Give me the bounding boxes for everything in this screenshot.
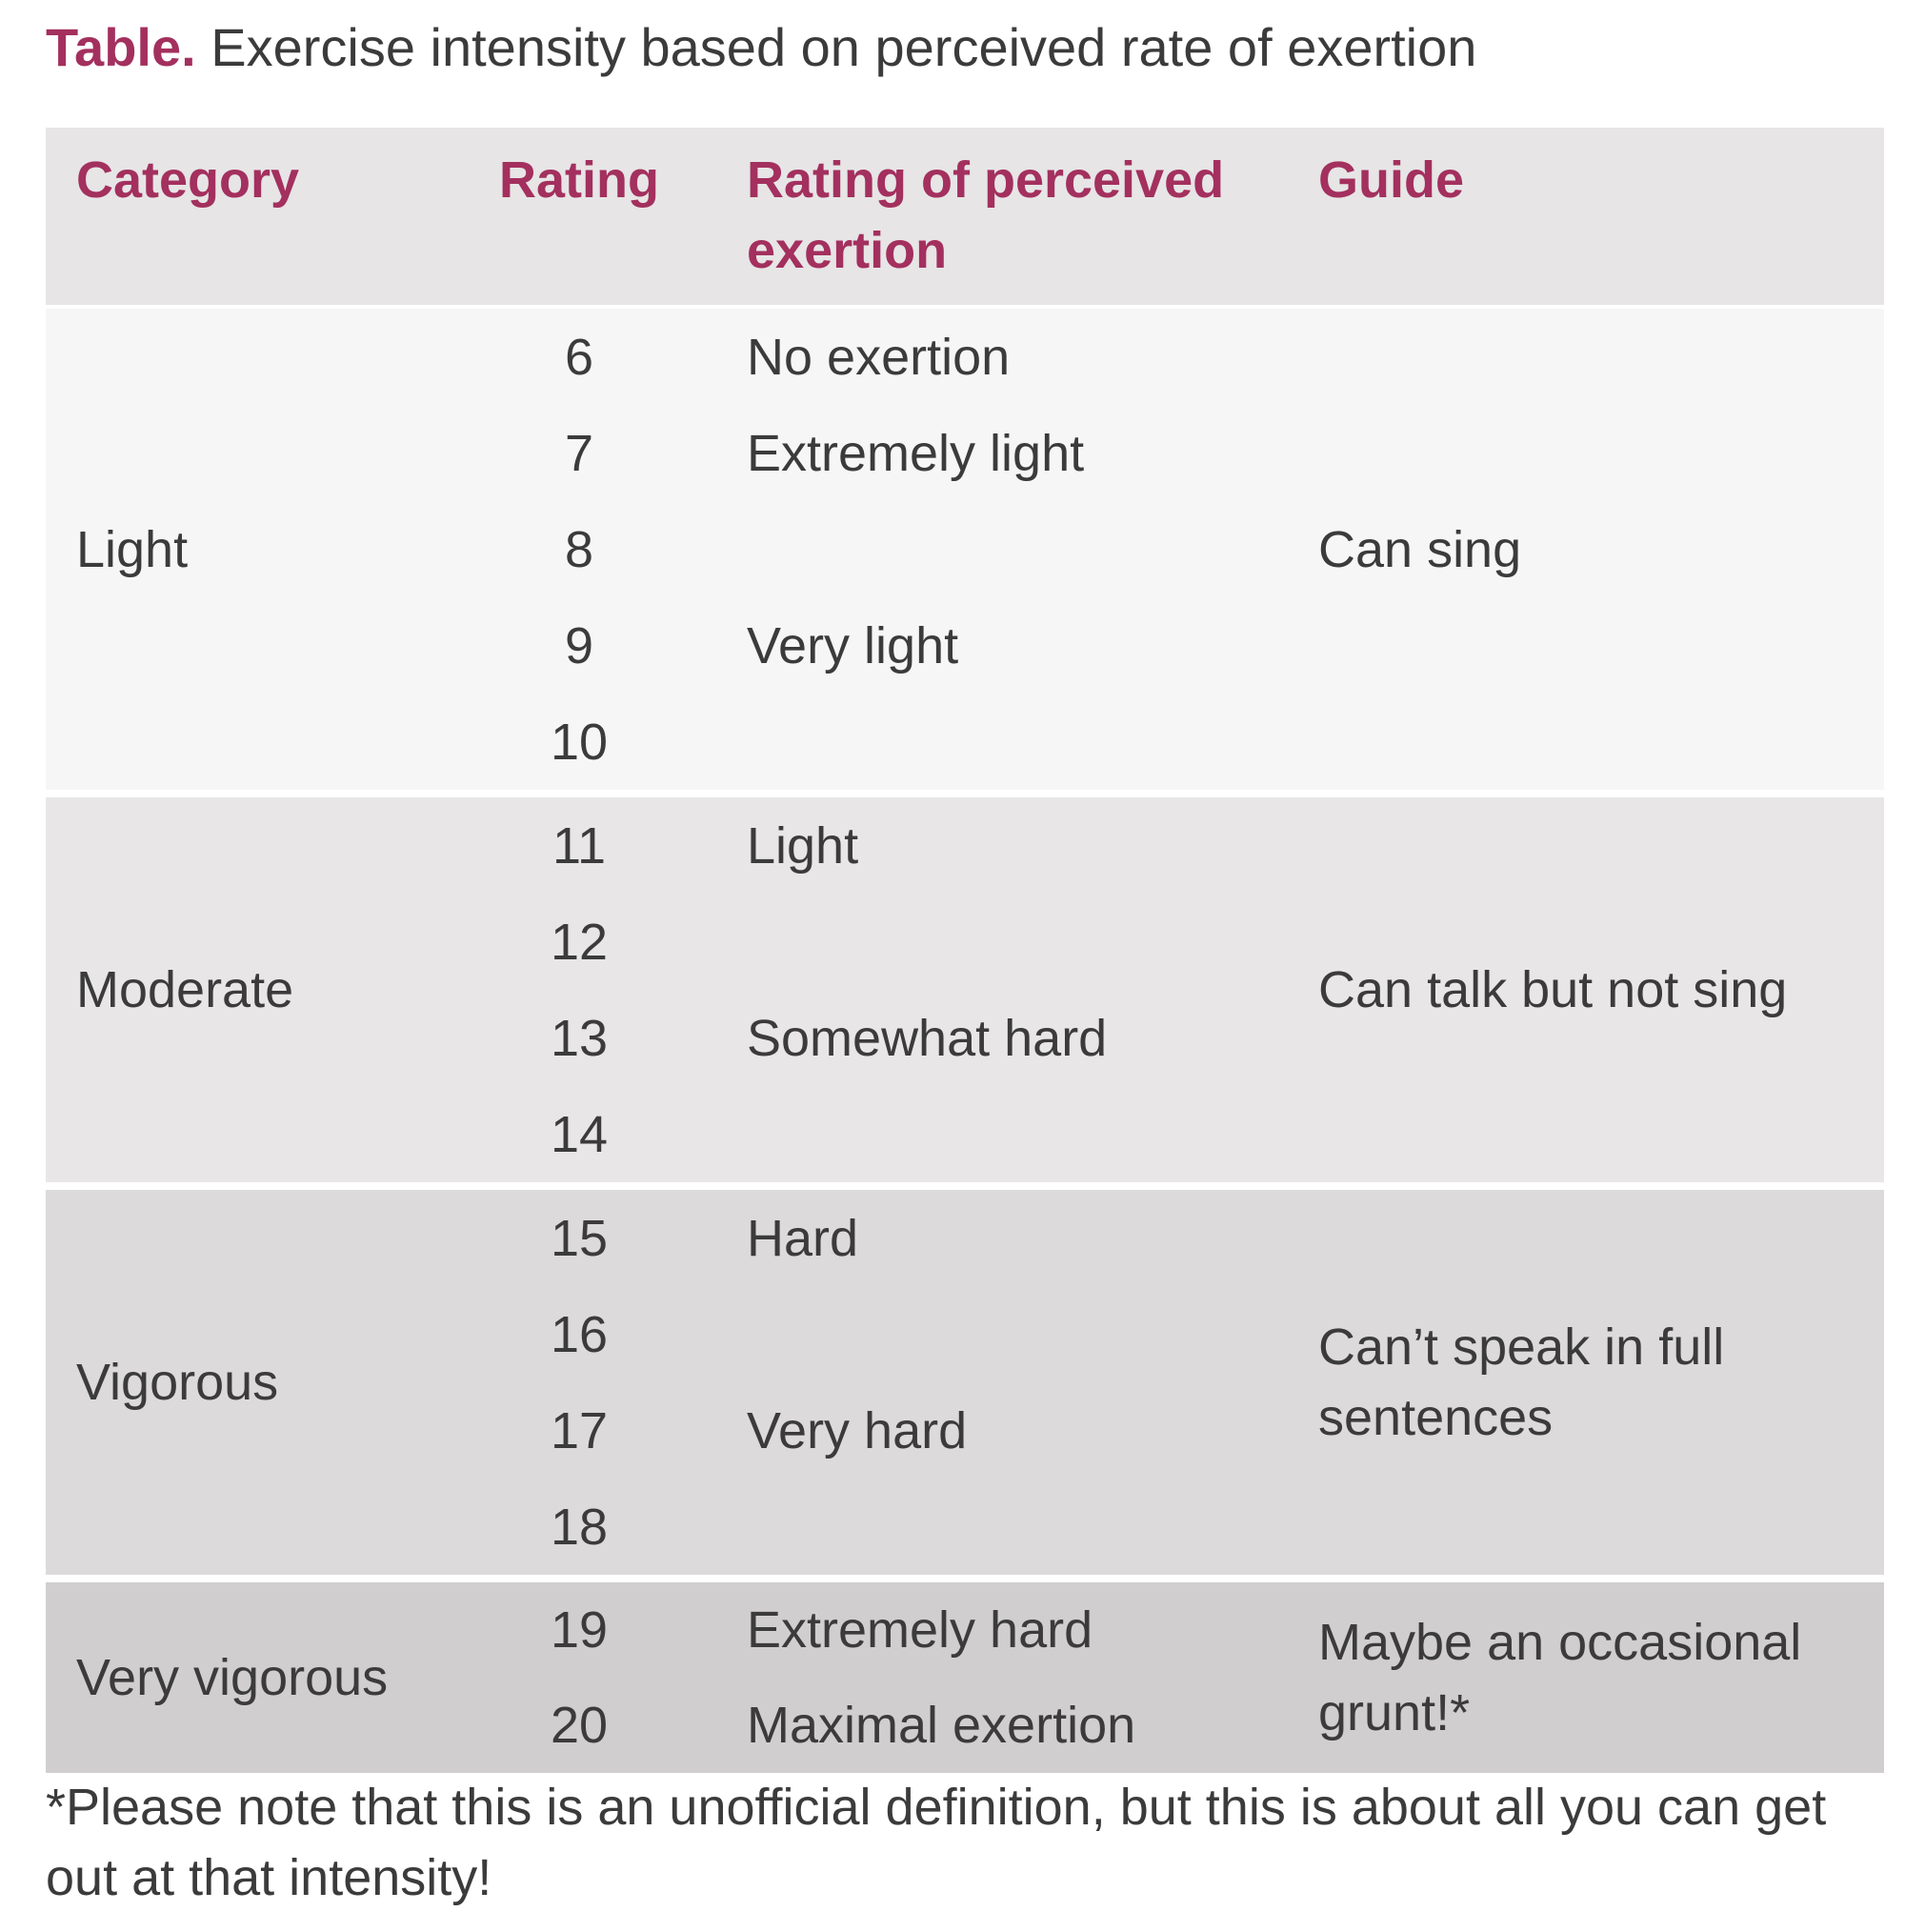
rpe-cell: Extremely hard (747, 1575, 1318, 1678)
table-row: Very vigorous 19 Extremely hard Maybe an… (46, 1575, 1884, 1773)
table-row: Vigorous 15 Hard Can’t speak in full sen… (46, 1182, 1884, 1575)
rpe-cell: Somewhat hard (747, 990, 1318, 1086)
category-cell: Very vigorous (46, 1575, 469, 1773)
rating-cell: 6 (469, 305, 747, 405)
header-rpe: Rating of perceived exertion (747, 128, 1318, 305)
category-cell: Light (46, 305, 469, 790)
rpe-cell: Maximal exertion (747, 1678, 1318, 1773)
category-cell: Moderate (46, 790, 469, 1182)
caption-text: Exercise intensity based on perceived ra… (211, 17, 1477, 77)
rating-cell: 16 (469, 1286, 747, 1382)
header-rating: Rating (469, 128, 747, 305)
rating-cell: 7 (469, 405, 747, 501)
table-row: 14 (46, 1086, 1884, 1182)
table-row: 13 Somewhat hard (46, 990, 1884, 1086)
rating-cell: 11 (469, 790, 747, 894)
guide-cell: Can talk but not sing (1318, 790, 1884, 1182)
rating-cell: 20 (469, 1678, 747, 1773)
table-header: Category Rating Rating of perceived exer… (46, 128, 1884, 305)
table-row: 16 (46, 1286, 1884, 1382)
table-caption: Table. Exercise intensity based on perce… (46, 13, 1875, 82)
rating-cell: 9 (469, 597, 747, 694)
rpe-cell: Very hard (747, 1382, 1318, 1479)
group-very-vigorous: Very vigorous 19 Extremely hard Maybe an… (46, 1575, 1884, 1773)
rating-cell: 8 (469, 501, 747, 597)
table-row: 18 (46, 1479, 1884, 1575)
table-row: 17 Very hard (46, 1382, 1884, 1479)
table-row: 12 (46, 894, 1884, 990)
rpe-cell (747, 1286, 1318, 1382)
guide-cell: Maybe an occasional grunt!* (1318, 1575, 1884, 1773)
table-row: Moderate 11 Light Can talk but not sing (46, 790, 1884, 1182)
exertion-table: Category Rating Rating of perceived exer… (46, 128, 1884, 1773)
rpe-cell: Hard (747, 1182, 1318, 1286)
group-moderate: Moderate 11 Light Can talk but not sing … (46, 790, 1884, 1182)
table-row: 9 Very light (46, 597, 1884, 694)
rpe-cell: No exertion (747, 305, 1318, 405)
table-row: 8 (46, 501, 1884, 597)
rating-cell: 17 (469, 1382, 747, 1479)
rating-cell: 14 (469, 1086, 747, 1182)
rating-cell: 13 (469, 990, 747, 1086)
rpe-cell (747, 694, 1318, 790)
header-guide: Guide (1318, 128, 1884, 305)
category-cell: Vigorous (46, 1182, 469, 1575)
rpe-cell (747, 1086, 1318, 1182)
rating-cell: 15 (469, 1182, 747, 1286)
rating-cell: 18 (469, 1479, 747, 1575)
table-row: 20 Maximal exertion (46, 1678, 1884, 1773)
group-vigorous: Vigorous 15 Hard Can’t speak in full sen… (46, 1182, 1884, 1575)
rpe-cell: Light (747, 790, 1318, 894)
rpe-cell (747, 501, 1318, 597)
footnote: *Please note that this is an unofficial … (46, 1779, 1827, 1906)
caption-lead: Table. (46, 17, 196, 77)
rating-cell: 12 (469, 894, 747, 990)
table-row: Light 6 No exertion Can sing (46, 305, 1884, 790)
group-light: Light 6 No exertion Can sing 7 Extremely… (46, 305, 1884, 790)
rpe-cell (747, 1479, 1318, 1575)
guide-cell: Can sing (1318, 305, 1884, 790)
table-row: 7 Extremely light (46, 405, 1884, 501)
guide-cell: Can’t speak in full sentences (1318, 1182, 1884, 1575)
rating-cell: 10 (469, 694, 747, 790)
table-row: 10 (46, 694, 1884, 790)
rpe-cell: Extremely light (747, 405, 1318, 501)
rpe-cell: Very light (747, 597, 1318, 694)
rating-cell: 19 (469, 1575, 747, 1678)
rpe-cell (747, 894, 1318, 990)
header-category: Category (46, 128, 469, 305)
